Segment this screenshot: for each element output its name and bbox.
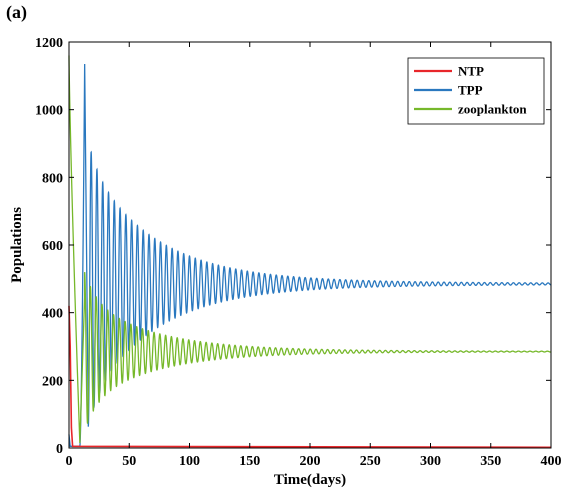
y-tick-label: 800 — [42, 171, 63, 186]
legend-label-ntp: NTP — [458, 64, 484, 79]
x-tick-label: 50 — [122, 454, 136, 469]
series-line-zooplankton — [68, 55, 552, 443]
panel-label: (a) — [6, 2, 27, 22]
x-tick-label: 150 — [239, 454, 260, 469]
y-tick-label: 1000 — [35, 104, 63, 119]
series-layer — [68, 55, 552, 449]
y-tick-label: 400 — [42, 307, 63, 322]
legend-label-zooplankton: zooplankton — [458, 102, 527, 117]
x-tick-label: 200 — [300, 454, 321, 469]
x-axis-title: Time(days) — [274, 472, 346, 488]
series-line-ntp — [68, 305, 552, 449]
series-line-tpp — [68, 63, 552, 447]
y-tick-label: 600 — [42, 239, 63, 254]
legend-label-tpp: TPP — [458, 83, 483, 98]
x-tick-label: 250 — [360, 454, 381, 469]
y-tick-label: 1200 — [35, 36, 63, 51]
ticks-layer: 0 50 100 150 200 250 300 350 400 0 200 400 600 800 100… — [35, 36, 562, 469]
y-tick-label: 200 — [42, 374, 63, 389]
legend: NTP TPP zooplankton — [407, 57, 545, 125]
x-tick-label: 350 — [480, 454, 501, 469]
x-tick-label: 100 — [179, 454, 200, 469]
x-tick-label: 300 — [420, 454, 441, 469]
x-tick-label: 0 — [66, 454, 73, 469]
y-tick-label: 0 — [56, 442, 63, 457]
y-axis-title: Populations — [9, 207, 25, 283]
x-tick-label: 400 — [541, 454, 562, 469]
